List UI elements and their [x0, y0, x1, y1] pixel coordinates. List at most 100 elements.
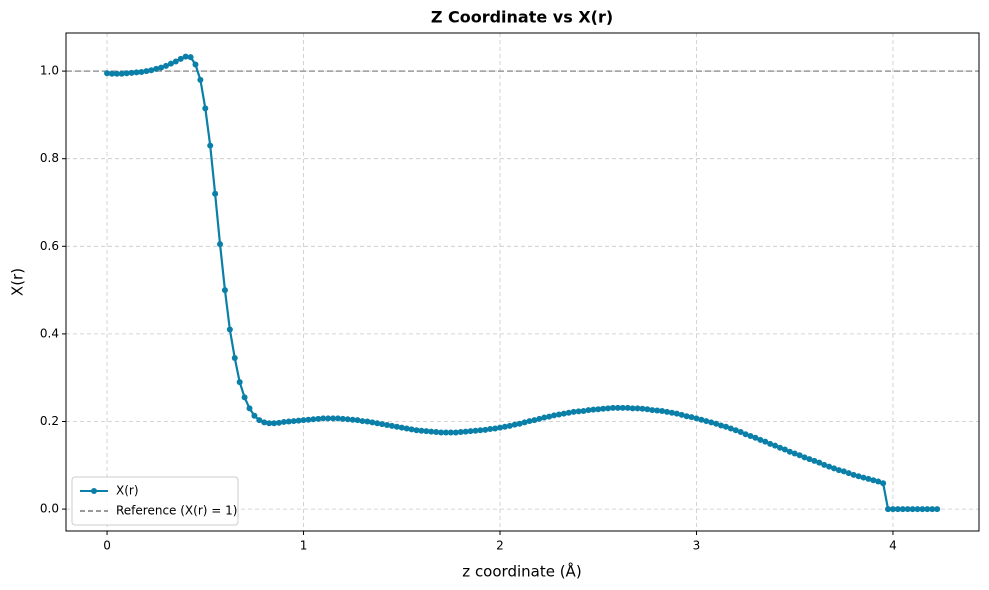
data-point [246, 405, 253, 412]
data-point [718, 422, 725, 429]
data-point [737, 429, 744, 436]
data-point [295, 417, 302, 424]
data-point [212, 190, 219, 197]
data-point [865, 475, 872, 482]
data-point [629, 405, 636, 412]
data-point [501, 423, 508, 430]
data-point [526, 418, 533, 425]
y-axis-label: X(r) [9, 268, 27, 296]
data-point [909, 506, 916, 513]
data-point [300, 417, 307, 424]
data-point [664, 408, 671, 415]
data-point [816, 459, 823, 466]
legend-box [71, 476, 239, 526]
data-point [516, 420, 523, 427]
data-point [148, 67, 155, 74]
data-point [678, 411, 685, 418]
legend-label: X(r) [116, 484, 139, 498]
data-point [128, 69, 135, 76]
data-point [850, 471, 857, 478]
data-point [462, 428, 469, 435]
data-point [693, 415, 700, 422]
data-point [271, 420, 278, 427]
data-point [187, 54, 194, 61]
data-point [167, 60, 174, 67]
data-point [609, 404, 616, 411]
data-point [619, 404, 626, 411]
data-point [821, 461, 828, 468]
data-point [708, 419, 715, 426]
data-point [894, 506, 901, 513]
data-point [580, 407, 587, 414]
data-point [713, 420, 720, 427]
data-point [330, 415, 337, 422]
data-point [806, 456, 813, 463]
legend-label: Reference (X(r) = 1) [116, 504, 237, 518]
data-point [614, 404, 621, 411]
data-point [497, 424, 504, 431]
data-point [634, 405, 641, 412]
data-point [791, 450, 798, 457]
data-point [261, 419, 268, 426]
data-point [104, 70, 111, 77]
data-point [433, 429, 440, 436]
data-point [447, 429, 454, 436]
data-point [472, 427, 479, 434]
data-point [482, 426, 489, 433]
data-point [506, 422, 513, 429]
data-point [914, 506, 921, 513]
data-point [880, 480, 887, 487]
data-point [310, 416, 317, 423]
data-point [349, 416, 356, 423]
data-point [123, 70, 130, 77]
data-point [487, 425, 494, 432]
data-point [285, 418, 292, 425]
y-tick-label: 0.4 [40, 326, 59, 340]
data-point [624, 404, 631, 411]
data-point [801, 454, 808, 461]
data-point [315, 415, 322, 422]
x-tick-label: 2 [496, 539, 504, 553]
plot-frame [65, 32, 980, 532]
data-point [442, 429, 449, 436]
data-point [241, 394, 248, 401]
data-point [786, 448, 793, 455]
data-point [899, 506, 906, 513]
data-point [796, 452, 803, 459]
data-point [752, 434, 759, 441]
data-point [359, 418, 366, 425]
data-point [256, 417, 263, 424]
data-point [354, 417, 361, 424]
data-point [757, 436, 764, 443]
data-point [826, 463, 833, 470]
data-point [413, 427, 420, 434]
data-point [575, 408, 582, 415]
data-point [870, 477, 877, 484]
legend-marker [91, 488, 97, 494]
data-point [158, 64, 165, 71]
data-point [182, 53, 189, 60]
data-point [683, 413, 690, 420]
data-point [113, 70, 120, 77]
x-tick-label: 4 [889, 539, 897, 553]
data-point [727, 425, 734, 432]
data-point [231, 354, 238, 361]
data-point [649, 407, 656, 414]
data-point [889, 506, 896, 513]
data-point [384, 422, 391, 429]
data-point [477, 427, 484, 434]
data-point [845, 470, 852, 477]
data-point [236, 379, 243, 386]
data-point [673, 410, 680, 417]
y-tick-label: 0.6 [40, 239, 59, 253]
data-point [776, 444, 783, 451]
data-point [732, 427, 739, 434]
data-point [197, 76, 204, 83]
data-line [106, 55, 938, 511]
data-point [929, 506, 936, 513]
data-point [605, 405, 612, 412]
data-point [747, 432, 754, 439]
data-point [703, 418, 710, 425]
data-point [418, 427, 425, 434]
